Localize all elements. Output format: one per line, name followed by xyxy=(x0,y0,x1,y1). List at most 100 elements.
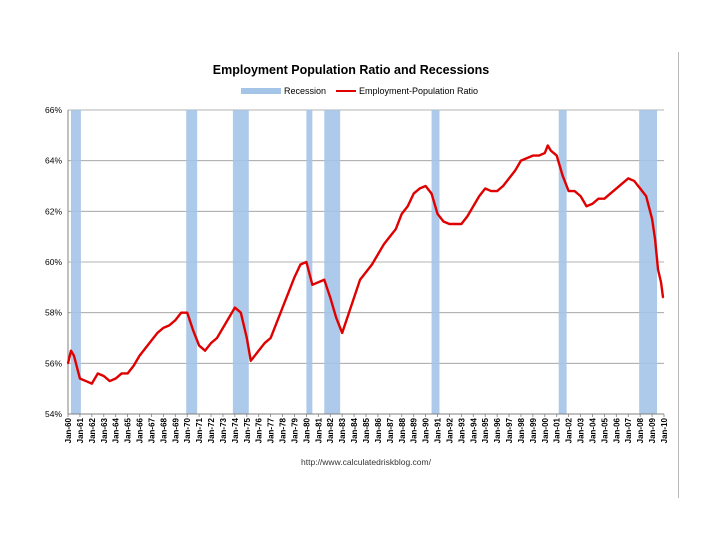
data-point xyxy=(299,263,302,266)
data-point xyxy=(233,306,236,309)
data-point xyxy=(567,190,570,192)
data-point xyxy=(424,185,427,187)
x-tick-label: Jan-93 xyxy=(457,417,466,443)
data-point xyxy=(520,159,522,162)
x-tick-label: Jan-95 xyxy=(481,417,490,443)
data-point xyxy=(249,359,252,362)
x-tick-label: Jan-67 xyxy=(147,417,156,443)
data-point xyxy=(371,263,373,266)
data-point xyxy=(168,324,171,327)
legend-label-recession: Recession xyxy=(284,86,326,96)
data-point xyxy=(150,339,153,342)
y-tick-label: 54% xyxy=(45,409,62,419)
x-tick-label: Jan-89 xyxy=(410,417,419,443)
x-tick-label: Jan-72 xyxy=(207,417,216,443)
x-tick-label: Jan-77 xyxy=(267,417,276,443)
y-tick-label: 62% xyxy=(45,206,62,216)
x-tick-label: Jan-79 xyxy=(290,417,299,443)
data-point xyxy=(90,382,93,385)
y-tick-label: 58% xyxy=(45,308,62,318)
x-tick-label: Jan-00 xyxy=(541,417,550,443)
data-point xyxy=(156,332,159,334)
data-point xyxy=(180,311,183,314)
x-tick-label: Jan-62 xyxy=(88,417,97,443)
x-tick-label: Jan-10 xyxy=(660,417,669,443)
data-point xyxy=(531,154,534,157)
data-point xyxy=(347,314,350,317)
data-point xyxy=(603,197,606,200)
x-tick-label: Jan-80 xyxy=(302,417,311,443)
x-tick-label: Jan-99 xyxy=(529,417,538,443)
data-point xyxy=(639,187,642,190)
x-tick-label: Jan-07 xyxy=(624,417,633,443)
data-point xyxy=(597,197,600,200)
data-point xyxy=(657,268,659,271)
data-point xyxy=(654,238,656,241)
data-point xyxy=(293,276,296,279)
data-point xyxy=(460,223,463,225)
data-point xyxy=(228,316,230,319)
x-tick-label: Jan-78 xyxy=(279,417,288,443)
x-tick-label: Jan-05 xyxy=(600,417,609,443)
data-point xyxy=(615,187,618,190)
legend-swatch-recession xyxy=(241,88,281,94)
data-point xyxy=(311,283,314,286)
source-url: http://www.calculatedriskblog.com/ xyxy=(301,457,432,467)
data-point xyxy=(269,337,272,339)
data-point xyxy=(621,182,624,185)
x-tick-label: Jan-88 xyxy=(398,417,407,443)
data-point xyxy=(430,192,433,195)
data-point xyxy=(537,154,540,157)
x-tick-label: Jan-87 xyxy=(386,417,395,443)
recession-band xyxy=(431,110,440,414)
data-point xyxy=(633,180,636,182)
data-point xyxy=(377,253,379,256)
x-tick-label: Jan-85 xyxy=(362,417,371,443)
data-point xyxy=(174,319,177,322)
recession-band xyxy=(186,110,198,414)
data-point xyxy=(239,311,242,314)
data-point xyxy=(388,235,391,238)
x-tick-label: Jan-83 xyxy=(338,417,347,443)
data-point xyxy=(102,375,105,377)
data-point xyxy=(412,192,415,195)
data-point xyxy=(138,354,141,357)
recession-band xyxy=(639,110,658,414)
data-point xyxy=(114,377,117,380)
data-point xyxy=(466,215,469,218)
recession-band xyxy=(558,110,567,414)
chart-title: Employment Population Ratio and Recessio… xyxy=(213,63,489,77)
data-point xyxy=(609,192,612,195)
data-point xyxy=(555,154,558,157)
data-point xyxy=(263,342,266,344)
data-point xyxy=(162,326,165,329)
frame-rule xyxy=(678,52,679,498)
data-point xyxy=(335,316,338,319)
data-point xyxy=(546,144,549,147)
data-point xyxy=(478,195,481,198)
x-tick-label: Jan-01 xyxy=(553,417,562,443)
data-point xyxy=(526,157,528,160)
data-point xyxy=(84,380,87,382)
data-point xyxy=(573,190,576,192)
x-tick-label: Jan-74 xyxy=(231,417,240,443)
x-tick-label: Jan-68 xyxy=(159,417,168,443)
data-point xyxy=(627,177,630,180)
data-point xyxy=(192,329,195,332)
data-point xyxy=(275,321,278,324)
data-point xyxy=(579,195,582,198)
data-point xyxy=(406,205,409,208)
x-tick-label: Jan-69 xyxy=(171,417,180,443)
x-tick-label: Jan-60 xyxy=(64,417,73,443)
data-point xyxy=(96,372,99,375)
data-point xyxy=(448,223,451,225)
x-tick-label: Jan-65 xyxy=(124,417,133,443)
data-point xyxy=(198,344,201,347)
data-point xyxy=(359,278,361,281)
data-point xyxy=(472,205,475,208)
data-point xyxy=(484,187,487,190)
series-line xyxy=(66,144,665,385)
x-tick-label: Jan-71 xyxy=(195,417,204,443)
x-tick-label: Jan-94 xyxy=(469,417,478,443)
legend: Recession Employment-Population Ratio xyxy=(241,86,478,96)
